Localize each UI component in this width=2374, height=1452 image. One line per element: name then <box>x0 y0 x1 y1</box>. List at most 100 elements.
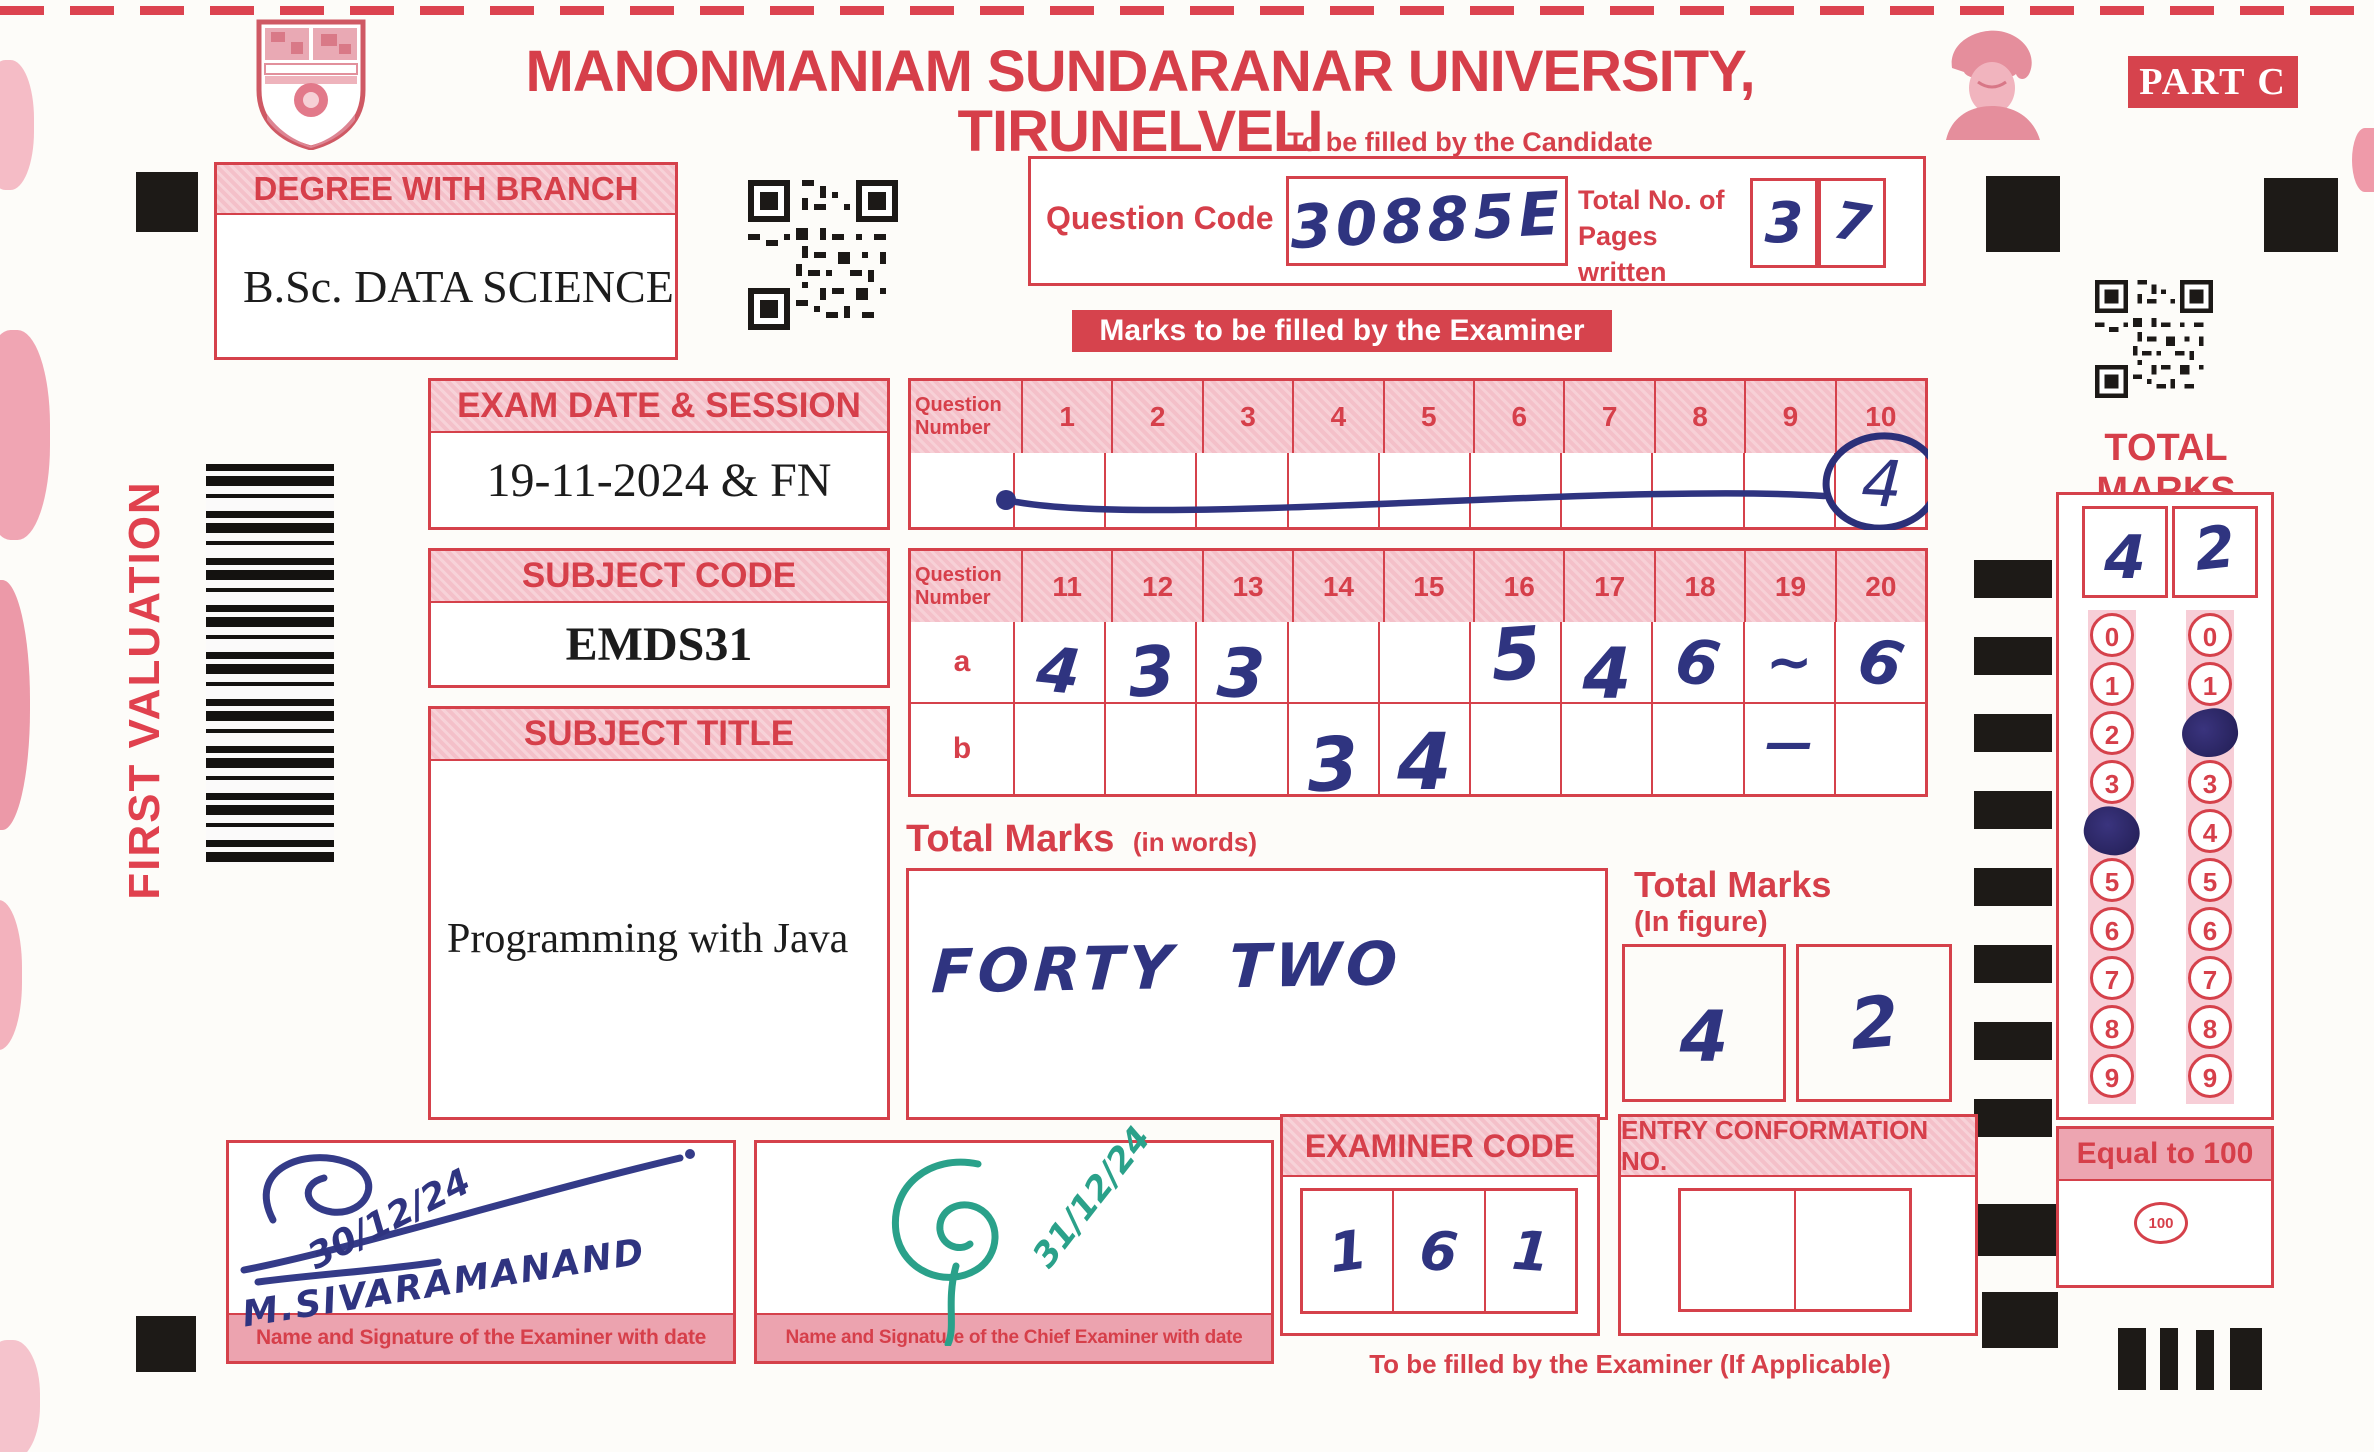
question-code-label: Question Code <box>1046 200 1274 236</box>
entry-confirmation-label: ENTRY CONFORMATION NO. <box>1621 1115 1975 1177</box>
total-marks-digit: 2 <box>2190 512 2239 584</box>
bubble-units-7: 7 <box>2188 956 2232 1000</box>
row-label: a <box>953 645 971 678</box>
marks-table-1-header: Question Number 1 2 3 4 5 6 7 8 9 10 <box>911 381 1925 453</box>
bubble-units-8: 8 <box>2188 1005 2232 1049</box>
bubble-tens-6: 6 <box>2090 907 2134 951</box>
total-words-value: FORTY TWO <box>929 929 1404 1008</box>
timing-mark <box>1974 1099 2052 1137</box>
torn-edge-blob <box>0 580 30 830</box>
entry-confirmation-cell <box>1794 1191 1909 1309</box>
bubble-tens-2: 2 <box>2090 711 2134 755</box>
col-header: 12 <box>1111 551 1201 622</box>
total-marks-digit: 4 <box>2104 523 2146 593</box>
pages-written-cell: 7 <box>1818 178 1886 268</box>
total-figure-label-text: Total Marks <box>1634 864 1832 905</box>
total-marks-title: TOTAL MARKS <box>2096 427 2236 512</box>
col-header: 20 <box>1834 551 1925 622</box>
bubble-units-5: 5 <box>2188 858 2232 902</box>
col-header: 15 <box>1382 551 1473 622</box>
registration-mark <box>136 172 198 232</box>
col-header: 9 <box>1744 381 1834 453</box>
marks-table-1: Question Number 1 2 3 4 5 6 7 8 9 10 <box>908 378 1928 530</box>
barcode <box>206 464 334 864</box>
registration-mark <box>2264 178 2338 252</box>
bubble-units-6: 6 <box>2188 907 2232 951</box>
bubble-tens-7: 7 <box>2090 956 2134 1000</box>
pages-written-label: Total No. of Pages written <box>1578 182 1748 287</box>
corner-label: Question Number <box>915 563 1002 609</box>
mark-cell: 5 <box>1469 610 1560 702</box>
total-figure-cell: 2 <box>1796 944 1952 1102</box>
registration-bar <box>2230 1328 2262 1390</box>
mark-cell: 3 <box>1104 622 1195 713</box>
total-figure-digit: 4 <box>1679 996 1729 1078</box>
torn-edge-blob <box>2352 128 2374 192</box>
subject-title-value: Programming with Java <box>447 916 849 962</box>
bubble-units-3: 3 <box>2188 760 2232 804</box>
row-label: b <box>952 732 972 765</box>
mark-cell <box>1833 453 1925 527</box>
col-header: 14 <box>1292 551 1382 622</box>
timing-mark <box>1974 714 2052 752</box>
mark-cell <box>1195 704 1286 794</box>
pages-written-label-line2: Pages written <box>1578 221 1667 287</box>
col-header: 19 <box>1744 551 1834 622</box>
entry-confirmation-cells <box>1678 1188 1912 1312</box>
marks-table-1-row <box>911 453 1925 527</box>
col-header: 2 <box>1111 381 1201 453</box>
degree-label: DEGREE WITH BRANCH <box>217 165 675 215</box>
degree-box: DEGREE WITH BRANCH B.Sc. DATA SCIENCE <box>214 162 678 360</box>
hundred-bubble: 100 <box>2134 1202 2188 1244</box>
torn-edge-blob <box>0 1340 40 1452</box>
total-marks-digit-cell: 2 <box>2172 506 2258 598</box>
total-figure-sublabel: (In figure) <box>1634 906 1768 938</box>
bubble-units-0: 0 <box>2188 613 2232 657</box>
mark-cell: ~ <box>1742 622 1834 702</box>
total-words-box <box>906 868 1608 1120</box>
bubble-tens-8: 8 <box>2090 1005 2134 1049</box>
mark-cell: 4 <box>1560 622 1651 715</box>
university-title: MANONMANIAM SUNDARANAR UNIVERSITY, TIRUN… <box>525 39 1755 164</box>
marks-table-2-row-b: b 3 4 — <box>911 702 1925 809</box>
bottom-note: To be filled by the Examiner (If Applica… <box>1369 1348 1891 1379</box>
bubble-tens-3: 3 <box>2090 760 2134 804</box>
mark-cell <box>1469 704 1560 794</box>
pages-written-label-line1: Total No. of <box>1578 185 1725 215</box>
total-marks-digit-cell: 4 <box>2082 506 2168 598</box>
col-header: 7 <box>1563 381 1653 453</box>
perforation-line <box>0 6 2374 15</box>
timing-mark <box>1974 791 2052 829</box>
mark-cell <box>1560 704 1651 794</box>
bubble-units-1: 1 <box>2188 662 2232 706</box>
exam-date-label: EXAM DATE & SESSION <box>431 381 887 433</box>
col-header: 3 <box>1201 381 1292 453</box>
mark-cell <box>1104 453 1195 527</box>
mark-cell <box>1560 453 1651 527</box>
total-figure-cell: 4 <box>1622 944 1786 1102</box>
col-header: 11 <box>1021 551 1111 622</box>
mark-cell <box>1742 453 1834 527</box>
mark-cell: 6 <box>1833 621 1925 703</box>
registration-bar <box>2118 1328 2146 1390</box>
col-header: 16 <box>1473 551 1563 622</box>
col-header: 1 <box>1021 381 1111 453</box>
exam-date-value: 19-11-2024 & FN <box>486 453 832 507</box>
part-badge: PART C <box>2128 56 2298 108</box>
mark-cell: 3 <box>1286 704 1378 809</box>
corner-label: Question Number <box>915 394 1002 439</box>
timing-mark <box>1974 868 2052 906</box>
subject-code-label: SUBJECT CODE <box>431 551 887 603</box>
equal-to-100-label: Equal to 100 <box>2059 1129 2271 1181</box>
col-header: 8 <box>1653 381 1744 453</box>
subject-code-value: EMDS31 <box>565 617 753 671</box>
subject-code-box: SUBJECT CODE EMDS31 <box>428 548 890 688</box>
question-code-entry: 30885E <box>1286 176 1568 266</box>
first-valuation-label: FIRST VALUATION <box>120 480 169 900</box>
examiner-code-cells: 1 6 1 <box>1300 1188 1578 1314</box>
bubble-tens-0: 0 <box>2090 613 2134 657</box>
timing-mark <box>1976 1204 2056 1256</box>
marks-table-2-row-a: a 4 3 3 5 4 6 ~ 6 <box>911 610 1925 715</box>
university-crest <box>248 18 374 150</box>
